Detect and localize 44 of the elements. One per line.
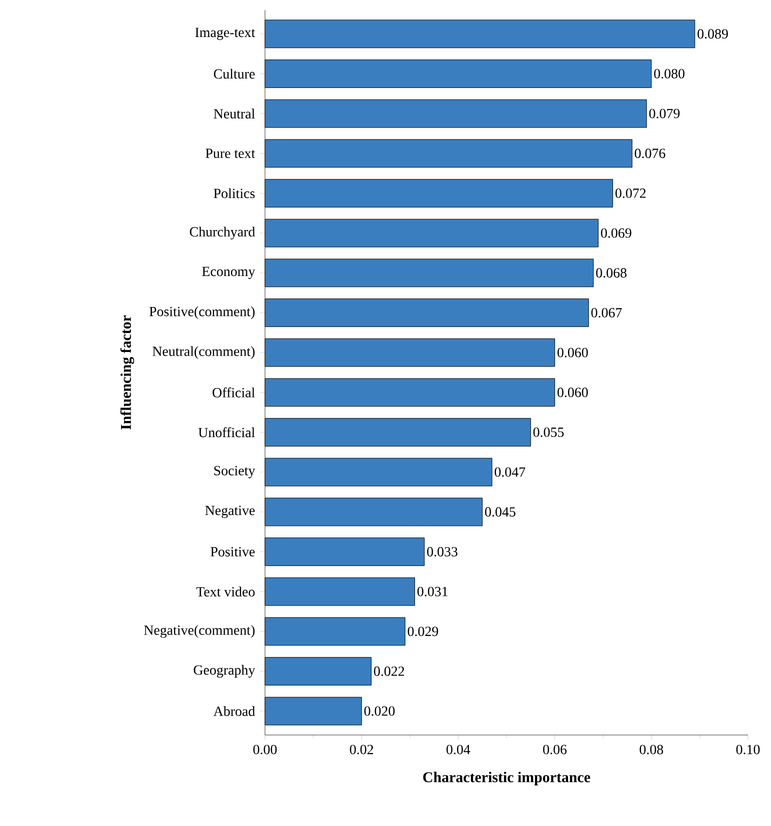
y-tick-label: Neutral — [214, 108, 255, 118]
x-tick-label: 0.00 — [253, 744, 277, 754]
data-label: 0.045 — [485, 507, 516, 517]
data-label: 0.089 — [698, 29, 728, 39]
data-label: 0.076 — [634, 148, 666, 158]
x-axis-title: Characteristic importance — [423, 772, 590, 786]
data-label: 0.031 — [417, 586, 448, 596]
y-tick-label: Official — [212, 387, 255, 398]
data-label: 0.033 — [427, 547, 458, 556]
y-tick-label: Churchyard — [190, 226, 256, 240]
data-label: 0.069 — [600, 228, 632, 238]
data-label: 0.020 — [364, 706, 395, 716]
data-label: 0.068 — [596, 268, 626, 278]
x-tick-label: 0.10 — [736, 744, 760, 754]
y-tick-label: Negative — [205, 506, 255, 518]
data-label: 0.067 — [591, 308, 622, 318]
y-tick-label: Society — [214, 466, 256, 478]
data-label: 0.060 — [558, 388, 588, 398]
x-tick-label: 0.04 — [446, 744, 470, 754]
data-label: 0.029 — [408, 626, 438, 636]
y-tick-label: Culture — [214, 68, 255, 79]
y-tick-label: Text video — [196, 586, 255, 597]
x-tick-label: 0.08 — [640, 744, 664, 754]
y-axis-title: Influencing factor — [120, 315, 134, 430]
y-tick-label: Image-text — [195, 28, 256, 40]
y-tick-label: Geography — [194, 664, 256, 678]
y-tick-label: Neutral(comment) — [152, 346, 255, 359]
y-tick-label: Economy — [202, 266, 256, 279]
y-tick-label: Politics — [214, 188, 255, 198]
y-tick-label: Unofficial — [198, 427, 255, 438]
y-tick-label: Positive — [210, 547, 255, 556]
data-label: 0.047 — [494, 467, 526, 477]
data-label: 0.079 — [649, 108, 680, 118]
y-tick-label: Abroad — [213, 706, 256, 716]
data-label: 0.055 — [533, 428, 564, 437]
data-label: 0.060 — [558, 348, 588, 358]
y-tick-label: Positive(comment) — [149, 306, 255, 320]
x-tick-label: 0.02 — [350, 744, 374, 754]
y-tick-label: Negative(comment) — [144, 625, 255, 638]
x-tick-label: 0.06 — [543, 744, 567, 754]
data-label: 0.080 — [654, 68, 684, 78]
data-label: 0.072 — [615, 188, 646, 198]
y-tick-label: Pure text — [206, 148, 256, 158]
data-label: 0.022 — [374, 666, 404, 676]
